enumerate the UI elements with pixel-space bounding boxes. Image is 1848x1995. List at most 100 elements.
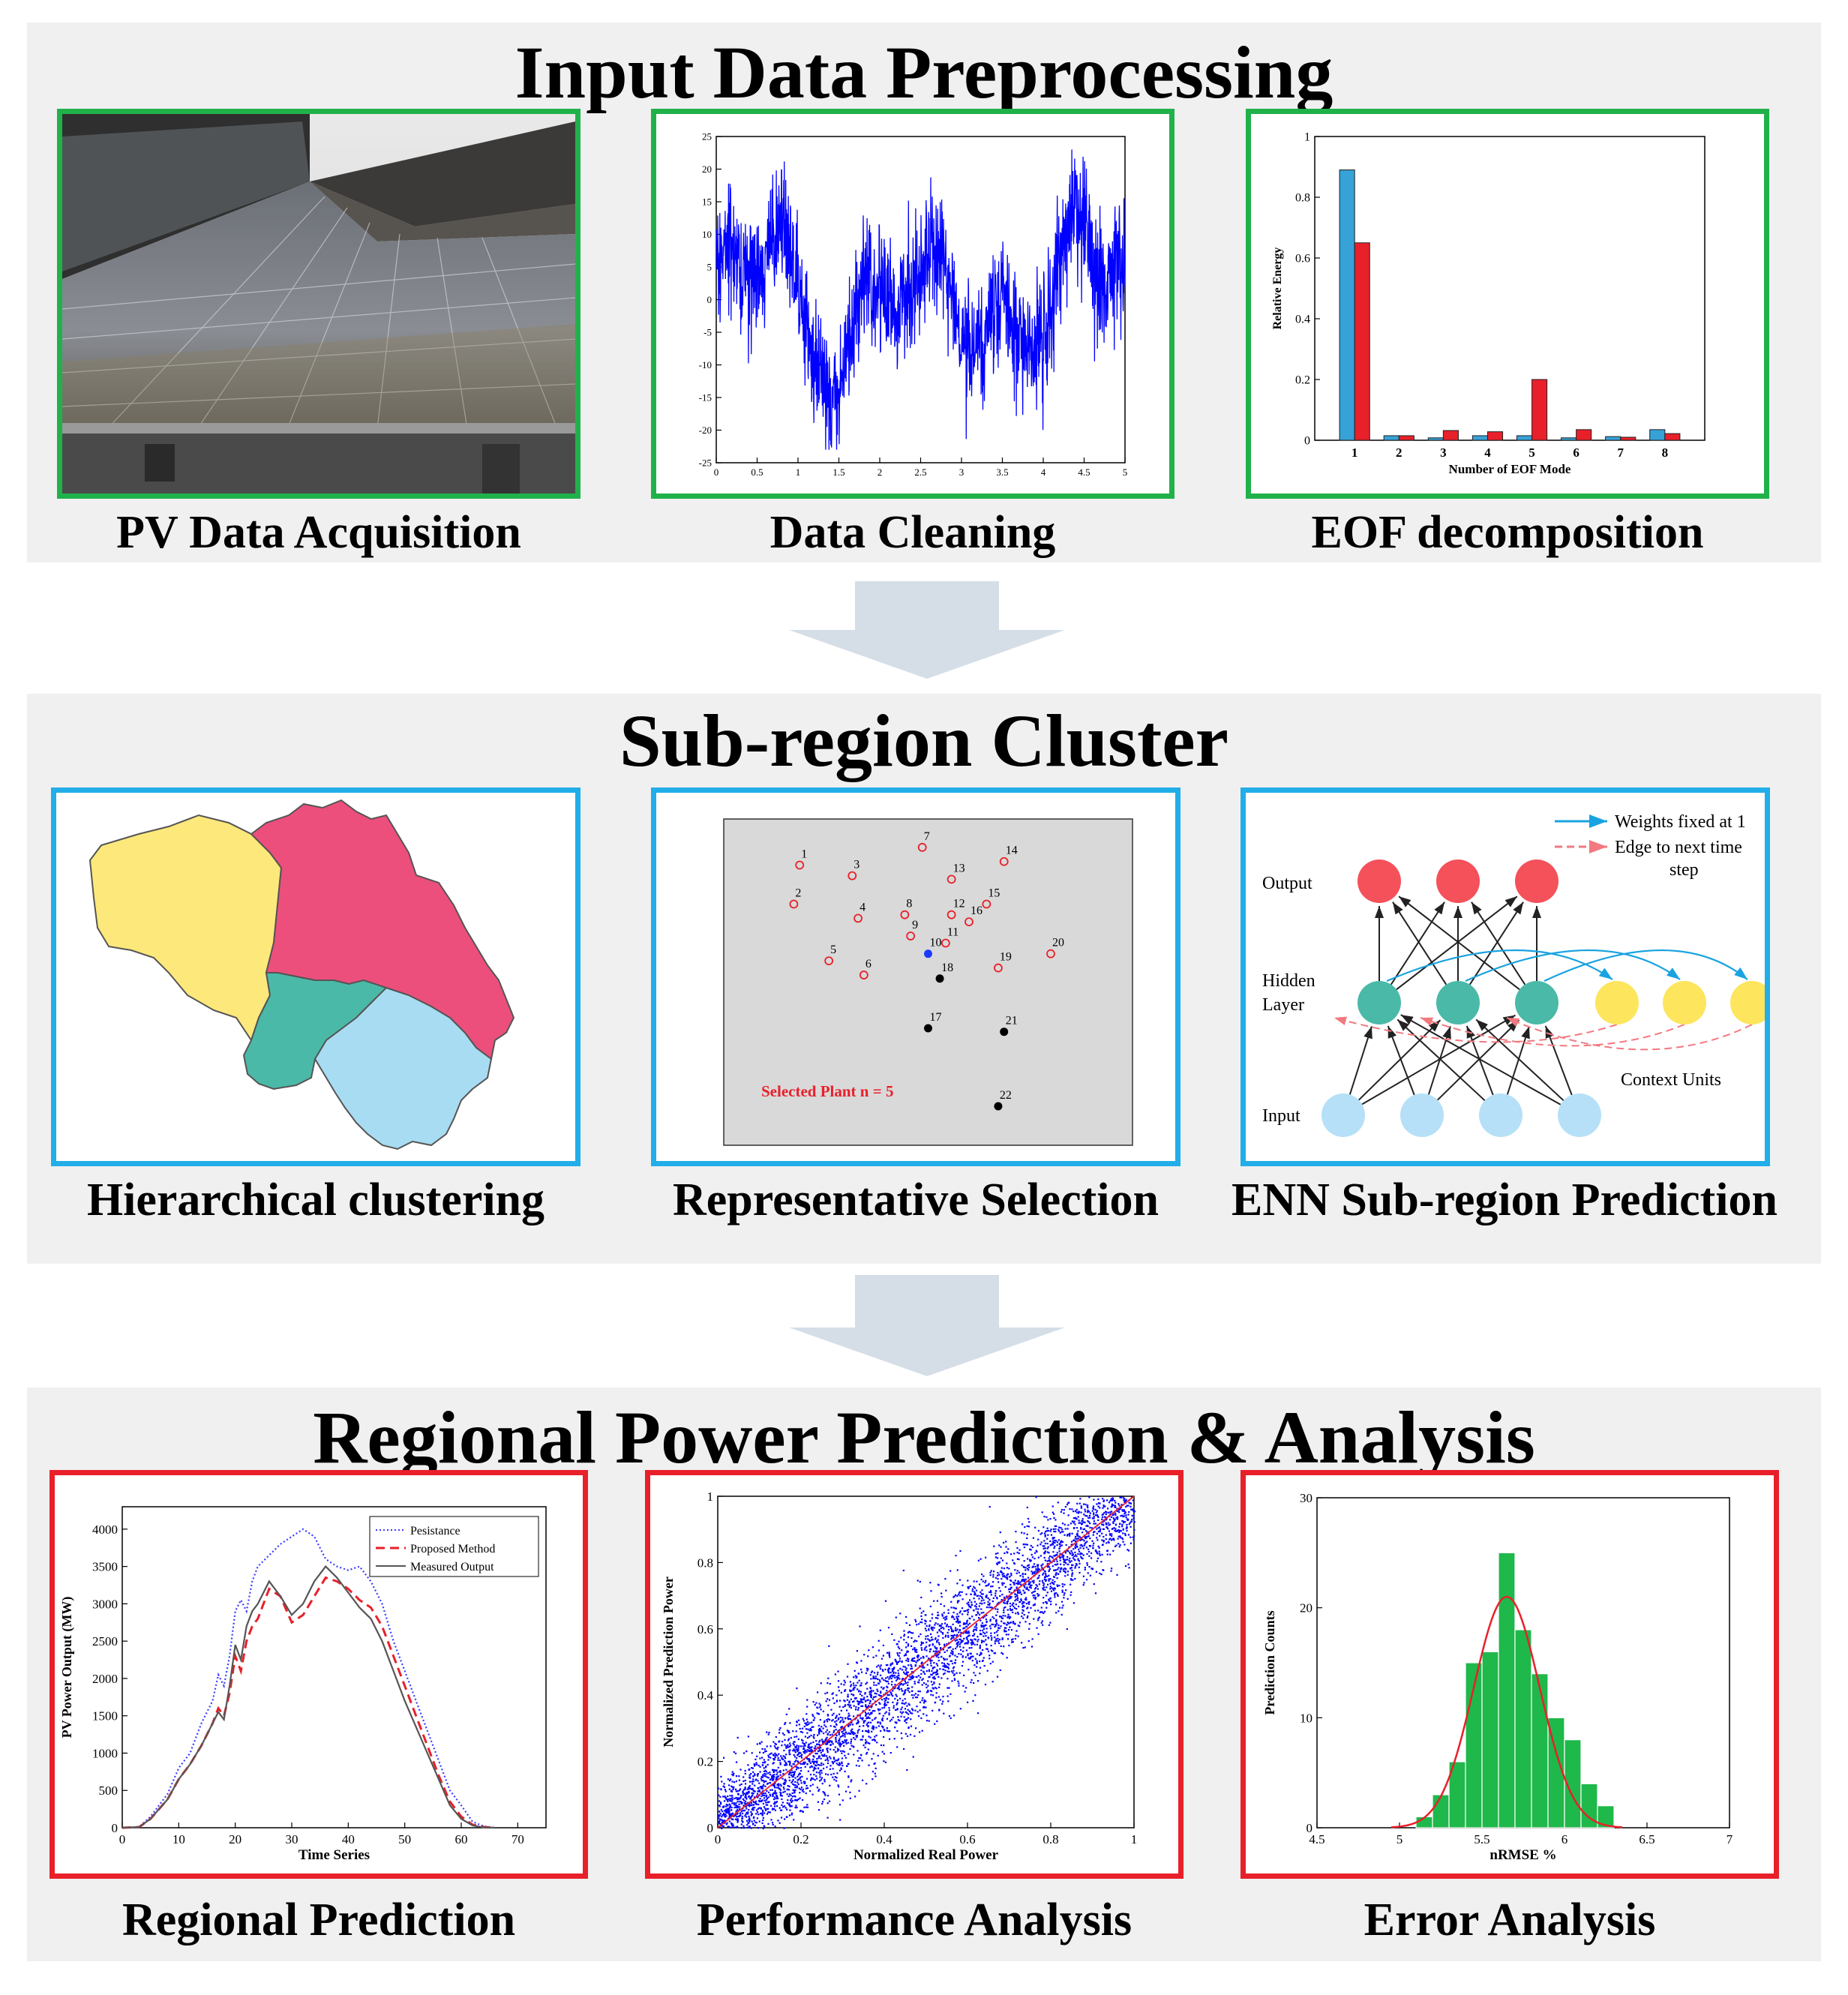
- scatter-point: [912, 1648, 914, 1651]
- scatter-point: [842, 1730, 844, 1732]
- plant-point: [946, 910, 956, 920]
- scatter-point: [954, 1629, 956, 1631]
- scatter-point: [765, 1798, 768, 1801]
- scatter-point: [881, 1750, 884, 1753]
- scatter-point: [1023, 1560, 1025, 1562]
- scatter-point: [974, 1593, 976, 1595]
- scatter-point: [1128, 1567, 1130, 1569]
- scatter-point: [931, 1626, 933, 1628]
- scatter-point: [1101, 1516, 1104, 1518]
- scatter-point: [842, 1750, 844, 1752]
- scatter-point: [916, 1580, 919, 1582]
- scatter-point: [1126, 1504, 1128, 1507]
- scatter-point: [1097, 1519, 1100, 1521]
- y-tick-label: 0.6: [698, 1622, 713, 1636]
- scatter-point: [1078, 1502, 1081, 1504]
- scatter-point: [1121, 1526, 1124, 1528]
- scatter-point: [980, 1558, 982, 1560]
- scatter-point: [752, 1809, 754, 1811]
- scatter-point: [864, 1746, 866, 1748]
- y-tick-label: 2500: [92, 1634, 118, 1648]
- scatter-point: [1042, 1597, 1045, 1599]
- solar-panel-photo: [62, 114, 575, 494]
- scatter-point: [781, 1756, 783, 1759]
- scatter-point: [1033, 1580, 1035, 1582]
- scatter-point: [856, 1676, 858, 1678]
- scatter-point: [915, 1727, 917, 1730]
- scatter-point: [958, 1592, 961, 1594]
- scatter-point: [857, 1703, 860, 1706]
- scatter-point: [1105, 1522, 1107, 1525]
- scatter-point: [1118, 1529, 1120, 1532]
- scatter-point: [985, 1639, 987, 1641]
- scatter-point: [1031, 1573, 1034, 1575]
- scatter-point: [941, 1662, 944, 1664]
- scatter-point: [821, 1738, 824, 1741]
- x-tick-label: 5: [1123, 466, 1128, 478]
- scatter-point: [928, 1640, 931, 1642]
- scatter-point: [1036, 1569, 1038, 1571]
- context-feedback-edge: [1420, 1017, 1685, 1047]
- scatter-point: [791, 1776, 794, 1778]
- scatter-point: [997, 1562, 999, 1564]
- scatter-point: [934, 1672, 937, 1674]
- scatter-point: [820, 1682, 822, 1684]
- scatter-point: [772, 1771, 775, 1773]
- scatter-point: [810, 1748, 812, 1750]
- scatter-point: [826, 1774, 830, 1776]
- scatter-point: [767, 1801, 770, 1803]
- scatter-point: [959, 1638, 962, 1640]
- scatter-point: [751, 1780, 753, 1783]
- scatter-point: [965, 1625, 968, 1628]
- scatter-point: [904, 1698, 906, 1700]
- scatter-point: [1079, 1544, 1082, 1546]
- scatter-point: [722, 1820, 724, 1822]
- scatter-point: [1052, 1540, 1054, 1543]
- scatter-point: [724, 1816, 727, 1818]
- scatter-point: [1006, 1657, 1008, 1659]
- scatter-point: [982, 1640, 984, 1642]
- scatter-point: [1058, 1539, 1060, 1541]
- scatter-point: [1084, 1521, 1086, 1523]
- scatter-point: [724, 1790, 727, 1792]
- plant-label: 14: [1006, 844, 1018, 857]
- scatter-point: [757, 1780, 759, 1782]
- label-hidden-1: Hidden: [1262, 971, 1316, 991]
- scatter-point: [951, 1616, 953, 1618]
- scatter-point: [881, 1669, 884, 1671]
- scatter-point: [928, 1645, 931, 1647]
- scatter-point: [1059, 1559, 1061, 1562]
- scatter-point: [924, 1622, 926, 1624]
- scatter-point: [956, 1642, 958, 1644]
- scatter-point: [1044, 1550, 1046, 1552]
- scatter-point: [809, 1750, 812, 1753]
- label-context-units: Context Units: [1621, 1070, 1721, 1090]
- scatter-point: [996, 1676, 999, 1678]
- scatter-point: [1013, 1563, 1016, 1565]
- scatter-point: [1048, 1569, 1050, 1571]
- scatter-point: [886, 1664, 889, 1666]
- scatter-point: [1072, 1564, 1074, 1566]
- scatter-point: [1082, 1554, 1084, 1556]
- scatter-point: [745, 1814, 747, 1816]
- scatter-point: [945, 1625, 948, 1628]
- scatter-point: [806, 1718, 808, 1720]
- scatter-point: [903, 1630, 905, 1632]
- scatter-point: [904, 1692, 906, 1694]
- scatter-point: [1096, 1557, 1099, 1559]
- scatter-point: [747, 1804, 749, 1806]
- scatter-point: [940, 1627, 942, 1629]
- scatter-point: [958, 1600, 960, 1602]
- scatter-point: [1132, 1539, 1135, 1541]
- scatter-point: [907, 1684, 909, 1686]
- scatter-point: [838, 1733, 840, 1736]
- scatter-point: [997, 1629, 999, 1631]
- scatter-point: [937, 1611, 939, 1614]
- scatter-point: [1061, 1540, 1064, 1544]
- scatter-point: [995, 1621, 998, 1623]
- scatter-point: [921, 1622, 923, 1624]
- scatter-point: [789, 1722, 791, 1724]
- scatter-point: [950, 1693, 952, 1695]
- scatter-point: [768, 1732, 770, 1734]
- scatter-point: [838, 1762, 841, 1764]
